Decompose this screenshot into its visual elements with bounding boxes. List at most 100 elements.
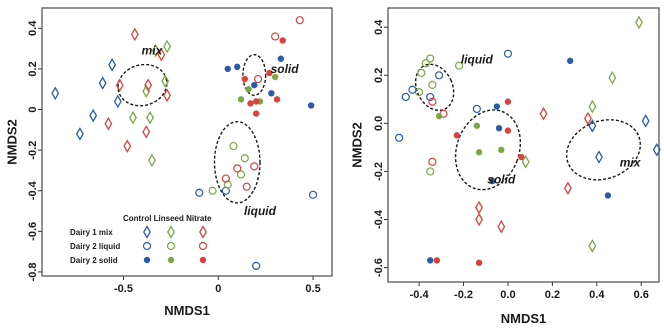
left-point [279, 37, 286, 44]
right-point [518, 153, 525, 161]
legend-row-label: Dairy 2 solid [70, 256, 118, 265]
right-point [503, 49, 513, 58]
left-point [266, 69, 273, 77]
left-panel: -0.5 0 0.5 0.4 0.2 0 -0.2 -0.4 -0.6 -0.8 NMDS1 NMDS… [5, 7, 333, 318]
right-y-tick-label: 0.2 [373, 68, 385, 83]
legend-marker [167, 256, 175, 264]
left-label-mix: mix [142, 44, 164, 58]
left-point [308, 190, 318, 199]
left-point [277, 55, 285, 62]
left-point [144, 78, 153, 92]
legend-row-label: Dairy 2 liquid [70, 242, 120, 251]
left-y-tick-label: -0.8 [27, 262, 39, 281]
left-point [108, 58, 117, 72]
right-point [539, 106, 548, 121]
right-point [635, 15, 643, 30]
legend-marker [199, 225, 207, 239]
legend-marker [199, 256, 207, 264]
left-point [98, 76, 107, 90]
right-point [435, 112, 443, 120]
right-x-tick-label: 0.4 [589, 289, 605, 301]
right-point [583, 111, 592, 126]
legend-marker [167, 225, 175, 239]
right-x-axis-title: NMDS1 [501, 311, 547, 326]
right-y-tick-label: -0.6 [373, 258, 385, 277]
left-y-tick-label: -0.2 [27, 141, 39, 160]
left-point [142, 125, 151, 139]
left-point [208, 186, 217, 195]
left-point [151, 43, 160, 58]
left-point [129, 110, 137, 125]
left-point [146, 110, 154, 125]
left-point [250, 162, 259, 171]
right-point [504, 98, 512, 105]
right-point [475, 200, 484, 215]
left-y-tick-label: 0.4 [27, 20, 39, 36]
right-point [453, 132, 461, 139]
right-point [563, 181, 572, 196]
right-point [417, 68, 426, 77]
right-point [426, 167, 435, 176]
left-ellipse-liquid [213, 120, 261, 204]
left-point [123, 139, 132, 153]
left-point [245, 86, 252, 93]
right-point [433, 257, 441, 264]
left-x-tick-label: 0.5 [305, 283, 320, 295]
right-point [408, 85, 417, 94]
right-label-mix: mix [620, 156, 642, 170]
left-label-liquid: liquid [244, 204, 277, 218]
right-panel: -0.4 -0.2 0.0 0.2 0.4 0.6 0.4 0.2 0.0 -0.2 -0.4 -0.… [350, 7, 661, 326]
left-point [268, 90, 275, 97]
right-point [426, 92, 435, 102]
right-point [498, 146, 505, 154]
left-point [241, 75, 249, 83]
left-point [234, 63, 241, 71]
right-x-tick-label: 0.6 [634, 289, 649, 301]
left-y-tick-label: 0.2 [27, 61, 39, 76]
right-label-solid: solid [487, 172, 516, 186]
right-ellipse-mix [565, 119, 641, 181]
legend-row-label: Dairy 1 mix [70, 228, 113, 237]
left-point [224, 65, 231, 73]
left-point [252, 110, 260, 117]
left-point [163, 88, 172, 103]
left-x-tick-label: 0 [215, 283, 221, 295]
right-point [604, 192, 612, 199]
right-x-tick-label: 0.0 [500, 289, 515, 301]
left-point [240, 154, 249, 163]
left-point [221, 174, 230, 183]
left-point [229, 141, 238, 151]
left-y-tick-label: 0 [27, 106, 39, 112]
right-point [421, 59, 430, 68]
right-point [489, 177, 496, 185]
right-ellipse-liquid [414, 63, 455, 112]
right-point [395, 133, 404, 142]
legend-marker [198, 241, 208, 251]
left-point [271, 73, 279, 81]
legend-marker [143, 256, 151, 264]
left-y-tick-label: -0.6 [27, 222, 39, 241]
left-point [237, 96, 245, 103]
left-point [115, 78, 124, 92]
left-y-axis-title: NMDS2 [5, 119, 20, 165]
right-y-tick-label: 0.4 [373, 19, 385, 35]
right-point [401, 92, 410, 102]
right-point [495, 124, 503, 132]
right-point [652, 143, 661, 157]
right-point [428, 157, 437, 166]
right-point [493, 103, 501, 110]
left-point [113, 94, 122, 109]
left-point [242, 182, 251, 191]
left-point [233, 164, 242, 173]
right-y-tick-label: -0.2 [373, 162, 385, 181]
right-point [475, 259, 483, 266]
left-point [195, 188, 204, 197]
right-point [588, 239, 597, 253]
right-point [428, 97, 437, 106]
right-point [641, 114, 650, 128]
left-point [273, 96, 281, 103]
left-label-solid: solid [271, 62, 300, 76]
left-ellipse-solid [242, 53, 267, 97]
right-point [588, 99, 597, 114]
left-point [271, 32, 280, 41]
